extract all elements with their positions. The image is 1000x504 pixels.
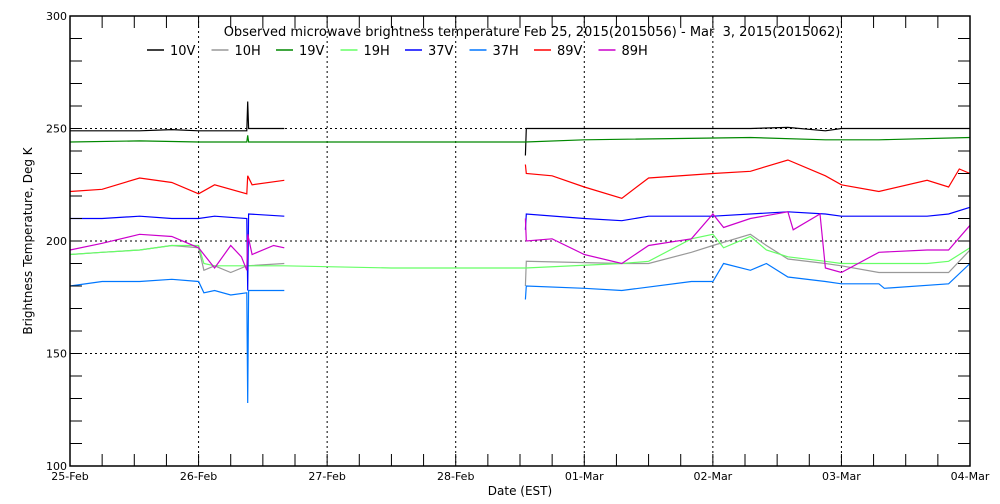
series-line-10H — [69, 244, 285, 274]
y-tick-label: 150 — [46, 348, 67, 361]
series-line-19H — [69, 233, 971, 269]
legend-label-10V: 10V — [170, 44, 196, 59]
series-line-89H — [69, 233, 285, 271]
x-tick-label: 02-Mar — [693, 470, 732, 483]
y-tick-label: 100 — [46, 460, 67, 473]
x-tick-label: 03-Mar — [822, 470, 861, 483]
x-axis-label: Date (EST) — [488, 484, 552, 498]
legend-label-89H: 89H — [622, 44, 648, 59]
series-line-37V — [70, 213, 285, 291]
series-line-37H — [524, 262, 971, 300]
series-line-10V — [524, 126, 970, 156]
series-line-10H — [524, 233, 971, 287]
x-tick-label: 26-Feb — [180, 470, 217, 483]
legend-label-37H: 37H — [493, 44, 519, 59]
plot-series — [69, 101, 971, 404]
y-axis-label: Brightness Temperature, Deg K — [21, 146, 35, 334]
y-tick-label: 300 — [46, 10, 67, 23]
legend-label-19H: 19H — [364, 44, 390, 59]
legend-label-89V: 89V — [557, 44, 583, 59]
series-line-89H — [524, 211, 971, 274]
legend-label-37V: 37V — [428, 44, 454, 59]
legend-label-19V: 19V — [299, 44, 325, 59]
x-tick-label: 25-Feb — [51, 470, 88, 483]
x-tick-label: 04-Mar — [951, 470, 990, 483]
x-tick-label: 01-Mar — [565, 470, 604, 483]
x-tick-label: 27-Feb — [308, 470, 345, 483]
series-line-37H — [69, 278, 285, 404]
legend: 10V 10H 19V 19H 37V 37H 89V 89H — [147, 44, 648, 59]
y-tick-label: 200 — [46, 235, 67, 248]
y-tick-label: 250 — [46, 123, 67, 136]
series-line-89V — [524, 159, 971, 199]
x-tick-label: 28-Feb — [437, 470, 474, 483]
axes: 100 150 200 250 300 25-Feb 26-Feb 27-Feb 28-Feb 0… — [46, 10, 990, 483]
chart-title: Observed microwave brightness temperatur… — [224, 25, 841, 40]
series-line-89V — [69, 175, 285, 195]
legend-label-10H: 10H — [235, 44, 261, 59]
series-line-37V — [524, 206, 971, 230]
grid — [70, 16, 970, 466]
series-line-19V — [69, 135, 971, 143]
series-line-10V — [70, 101, 285, 132]
